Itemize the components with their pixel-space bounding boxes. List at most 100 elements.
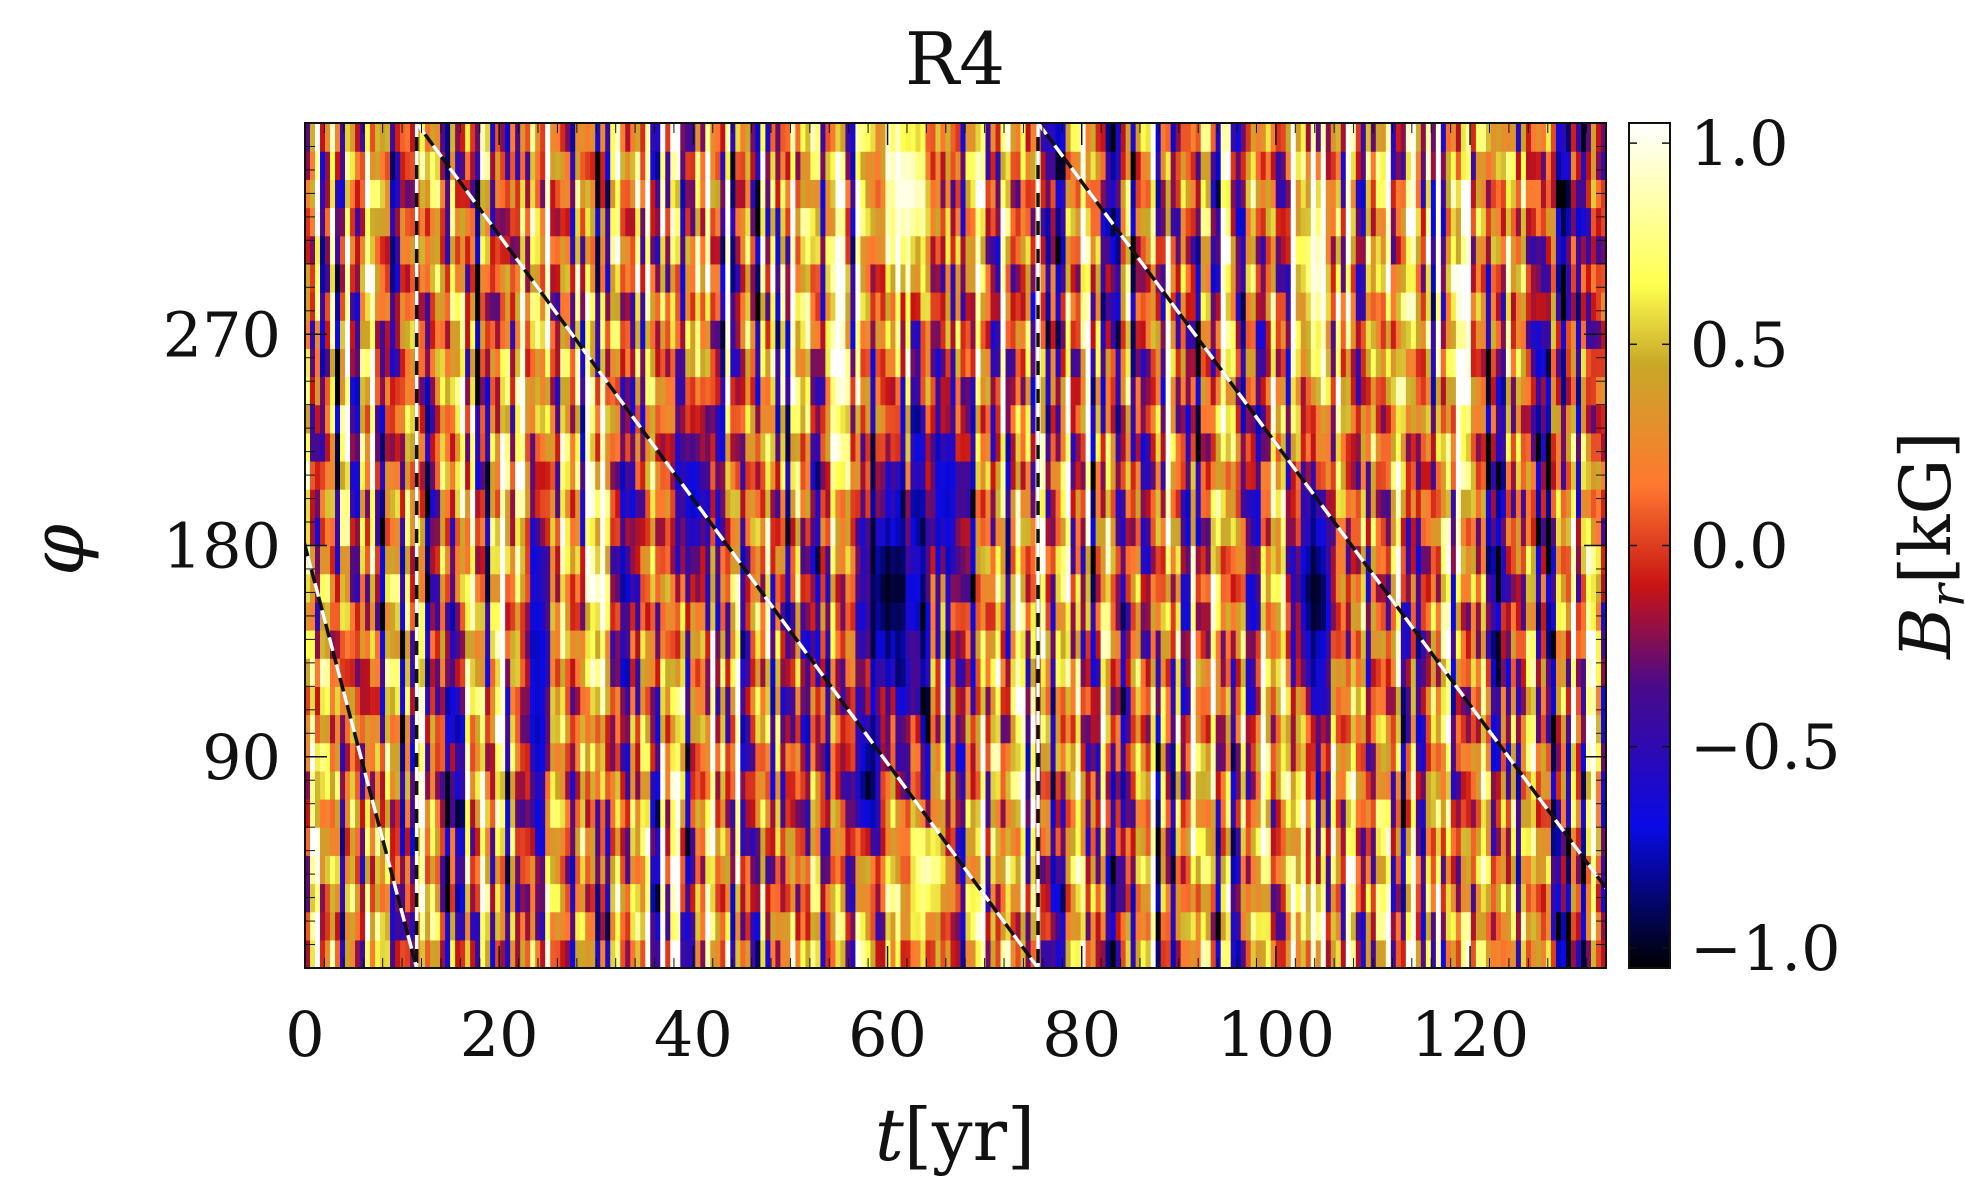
heatmap-cell — [910, 207, 917, 237]
heatmap-cell — [735, 179, 741, 209]
heatmap-cell — [675, 573, 681, 603]
heatmap-cell — [880, 151, 887, 180]
heatmap-cell — [365, 714, 371, 744]
heatmap-cell — [465, 320, 471, 349]
heatmap-cell — [950, 686, 957, 716]
heatmap-cell — [1105, 799, 1112, 828]
heatmap-cell — [465, 714, 471, 744]
heatmap-cell — [985, 714, 992, 744]
heatmap-cell — [695, 123, 701, 152]
heatmap-cell — [420, 235, 426, 265]
heatmap-cell — [930, 939, 937, 968]
heatmap-cell — [570, 630, 576, 659]
heatmap-cell — [390, 151, 396, 180]
heatmap-cell — [590, 799, 596, 828]
heatmap-cell — [1090, 207, 1097, 237]
heatmap-cell — [1030, 911, 1037, 941]
heatmap-cell — [700, 855, 706, 885]
heatmap-cell — [910, 235, 917, 265]
heatmap-cell — [640, 348, 646, 378]
heatmap-cell — [1045, 630, 1052, 659]
heatmap-cell — [450, 545, 456, 575]
heatmap-cell — [1080, 123, 1087, 152]
heatmap-cell — [380, 911, 386, 941]
heatmap-cell — [635, 939, 641, 968]
heatmap-cell — [640, 855, 646, 885]
heatmap-cell — [340, 630, 346, 659]
heatmap-cell — [605, 461, 611, 490]
heatmap-cell — [650, 714, 656, 744]
heatmap-cell — [640, 320, 646, 349]
heatmap-cell — [645, 855, 651, 885]
heatmap-cell — [420, 207, 426, 237]
heatmap-cell — [660, 179, 666, 209]
heatmap-cell — [540, 348, 546, 378]
heatmap-cell — [420, 630, 426, 659]
heatmap-cell — [1030, 404, 1037, 434]
heatmap-cell — [915, 911, 922, 941]
heatmap-cell — [475, 799, 481, 828]
heatmap-cell — [550, 207, 556, 237]
heatmap-cell — [435, 348, 441, 378]
heatmap-cell — [395, 630, 401, 659]
heatmap-cell — [345, 320, 351, 349]
heatmap-cell — [555, 827, 561, 856]
heatmap-cell — [730, 686, 736, 716]
heatmap-cell — [815, 207, 821, 237]
heatmap-cell — [575, 517, 581, 547]
heatmap-cell — [625, 658, 631, 687]
heatmap-cell — [535, 742, 541, 772]
heatmap-cell — [425, 686, 431, 716]
heatmap-cell — [395, 432, 401, 462]
heatmap-cell — [335, 714, 341, 744]
heatmap-cell — [605, 714, 611, 744]
heatmap-cell — [1060, 123, 1067, 152]
heatmap-cell — [390, 292, 396, 321]
heatmap-cell — [1105, 235, 1112, 265]
heatmap-cell — [330, 799, 336, 828]
heatmap-cell — [960, 235, 967, 265]
heatmap-cell — [350, 658, 356, 687]
heatmap-cell — [990, 939, 997, 968]
heatmap-cell — [475, 461, 481, 490]
heatmap-cell — [825, 799, 831, 828]
heatmap-cell — [925, 770, 932, 800]
heatmap-cell — [520, 573, 526, 603]
heatmap-cell — [410, 770, 416, 800]
heatmap-cell — [595, 855, 601, 885]
heatmap-cell — [470, 489, 476, 518]
heatmap-cell — [810, 714, 816, 744]
heatmap-cell — [340, 404, 346, 434]
heatmap-cell — [445, 658, 451, 687]
heatmap-cell — [570, 376, 576, 406]
heatmap-cell — [1065, 179, 1072, 209]
heatmap-cell — [1095, 207, 1102, 237]
heatmap-cell — [400, 601, 406, 631]
heatmap-cell — [950, 320, 957, 349]
heatmap-cell — [1130, 799, 1137, 828]
heatmap-cell — [390, 799, 396, 828]
heatmap-cell — [1070, 432, 1077, 462]
heatmap-cell — [320, 517, 326, 547]
heatmap-cell — [885, 432, 892, 462]
heatmap-cell — [990, 489, 997, 518]
heatmap-cell — [695, 827, 701, 856]
heatmap-cell — [1060, 855, 1067, 885]
heatmap-cell — [450, 376, 456, 406]
heatmap-cell — [380, 263, 386, 293]
heatmap-cell — [365, 348, 371, 378]
heatmap-cell — [1040, 151, 1047, 180]
heatmap-cell — [485, 883, 491, 913]
heatmap-cell — [1080, 292, 1087, 321]
heatmap-cell — [970, 630, 977, 659]
heatmap-cell — [360, 658, 366, 687]
heatmap-cell — [340, 348, 346, 378]
heatmap-cell — [370, 630, 376, 659]
heatmap-cell — [550, 883, 556, 913]
heatmap-cell — [905, 263, 912, 293]
heatmap-cell — [940, 799, 947, 828]
heatmap-cell — [925, 742, 932, 772]
heatmap-cell — [1075, 517, 1082, 547]
heatmap-cell — [475, 517, 481, 547]
heatmap-cell — [445, 545, 451, 575]
